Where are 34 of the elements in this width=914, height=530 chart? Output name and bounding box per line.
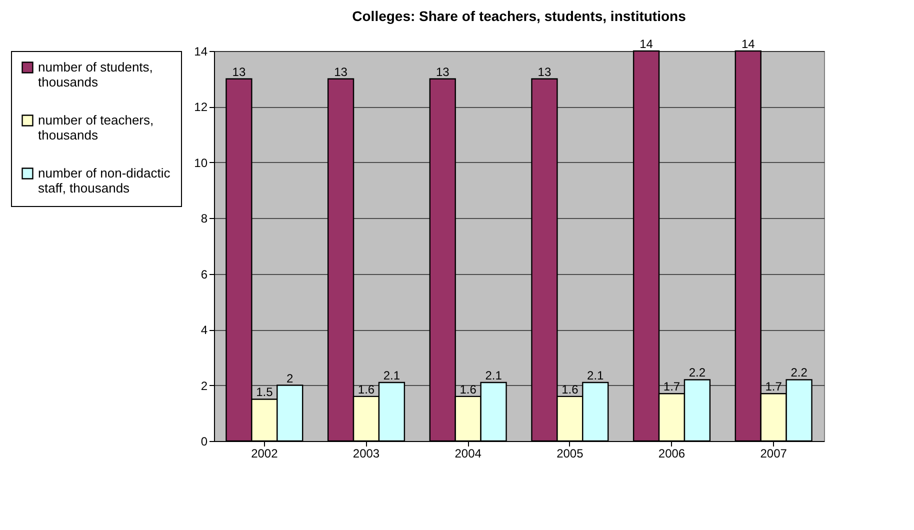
data-label: 2 bbox=[286, 371, 294, 386]
y-tick-label: 10 bbox=[194, 156, 208, 170]
data-label: 14 bbox=[640, 37, 654, 51]
data-label: 2.1 bbox=[587, 368, 604, 382]
legend-label: number of students, thousands bbox=[38, 60, 153, 90]
x-tick-label: 2002 bbox=[251, 446, 278, 460]
y-tick-label: 12 bbox=[194, 100, 208, 114]
y-tick-label: 2 bbox=[200, 378, 208, 393]
data-label: 2.1 bbox=[485, 368, 502, 382]
y-tick-label: 14 bbox=[194, 44, 208, 58]
y-tick-label: 4 bbox=[200, 323, 208, 338]
x-tick-label: 2004 bbox=[454, 446, 482, 460]
data-label: 1.6 bbox=[358, 382, 375, 396]
data-label: 13 bbox=[232, 64, 246, 79]
data-label: 1.6 bbox=[562, 382, 579, 396]
data-label: 2.1 bbox=[383, 368, 400, 382]
y-tick-label: 8 bbox=[200, 212, 208, 226]
data-label: 1.5 bbox=[256, 385, 274, 400]
y-tick-label: 6 bbox=[200, 267, 208, 282]
x-tick-label: 2005 bbox=[556, 446, 584, 460]
data-label: 14 bbox=[741, 37, 756, 51]
data-label: 1.6 bbox=[460, 382, 477, 396]
chart-title: Colleges: Share of teachers, students, institutions bbox=[352, 8, 686, 24]
data-label: 2.2 bbox=[688, 366, 706, 380]
data-label: 13 bbox=[436, 64, 450, 79]
data-label: 2.2 bbox=[790, 366, 808, 380]
data-label: 13 bbox=[538, 64, 552, 79]
legend-label: number of teachers, thousands bbox=[38, 112, 154, 142]
x-tick-label: 2006 bbox=[658, 446, 686, 460]
x-tick-label: 2007 bbox=[760, 446, 788, 460]
y-tick-label: 0 bbox=[200, 434, 208, 448]
data-label: 13 bbox=[334, 64, 348, 79]
x-tick-label: 2003 bbox=[352, 446, 380, 460]
legend-label: number of non-didactic staff, thousands bbox=[38, 166, 171, 196]
